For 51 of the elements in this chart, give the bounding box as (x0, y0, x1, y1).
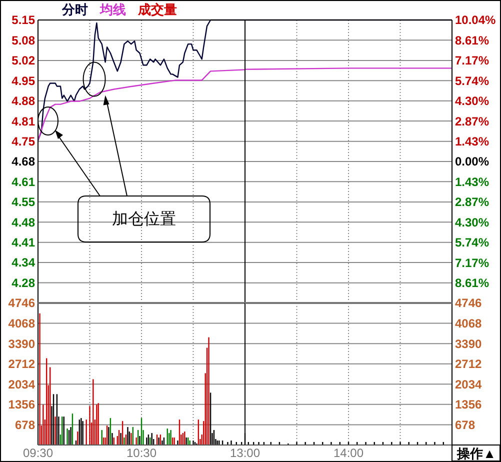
y-tick-label: 4.68 (12, 154, 36, 169)
y2-tick-label: 4.30% (455, 94, 490, 108)
y-tick-label: 4.61 (12, 174, 36, 189)
y2-tick-label: 7.17% (455, 256, 490, 270)
y-tick-label: 5.08 (12, 33, 36, 48)
y-tick-label: 4.41 (12, 236, 36, 250)
y-tick-label: 2712 (8, 357, 36, 372)
y-tick-label: 4.75 (12, 134, 36, 149)
y-tick-label: 2034 (8, 377, 36, 392)
y-tick-label: 4.55 (12, 195, 36, 210)
x-tick-label: 14:00 (333, 446, 364, 460)
y2-tick-label: 4068 (455, 316, 482, 330)
y2-tick-label: 2712 (455, 357, 482, 372)
y2-tick-label: 8.61% (455, 33, 490, 48)
y2-tick-label: 2.87% (455, 114, 490, 128)
y2-tick-label: 2034 (455, 377, 482, 392)
y2-tick-label: 0.00% (455, 154, 490, 169)
y-tick-label: 4.81 (12, 114, 36, 128)
y2-tick-label: 5.74% (455, 236, 490, 250)
y2-tick-label: 8.61% (455, 276, 490, 290)
y-tick-label: 3390 (8, 336, 36, 351)
y-tick-label: 5.02 (12, 54, 36, 68)
y2-tick-label: 4.30% (455, 215, 490, 230)
y2-tick-label: 1356 (455, 398, 482, 412)
y-tick-label: 4.34 (12, 256, 36, 270)
y-tick-label: 5.15 (12, 13, 36, 28)
y2-tick-label: 1.43% (455, 174, 490, 189)
y2-tick-label: 7.17% (455, 54, 490, 68)
series-label: 分时 (61, 2, 88, 17)
text: 成交量 (137, 2, 177, 17)
text: 操作▲ (456, 446, 496, 461)
y-tick-label: 678 (14, 418, 36, 432)
y-tick-label: 4068 (8, 316, 36, 330)
y2-tick-label: 3390 (455, 336, 482, 351)
y-tick-label: 1356 (8, 398, 36, 412)
y-tick-label: 4.95 (12, 74, 36, 88)
y-tick-label: 4746 (8, 296, 36, 310)
text: 均线 (99, 2, 126, 17)
y2-tick-label: 1.43% (455, 134, 490, 149)
y-tick-label: 4.28 (12, 276, 36, 290)
x-tick-label: 09:30 (22, 446, 54, 460)
y2-tick-label: 678 (455, 418, 476, 432)
x-tick-label: 13:00 (230, 446, 260, 460)
y2-tick-label: 5.74% (455, 74, 490, 88)
y2-tick-label: 2.87% (455, 195, 490, 210)
y-tick-label: 4.48 (12, 215, 36, 230)
y2-tick-label: 4746 (455, 296, 482, 310)
annotation: 加仓位置 (112, 210, 176, 228)
y2-tick-label: 10.04% (455, 13, 496, 28)
y-tick-label: 4.88 (12, 94, 36, 108)
x-tick-label: 10:30 (126, 446, 157, 460)
